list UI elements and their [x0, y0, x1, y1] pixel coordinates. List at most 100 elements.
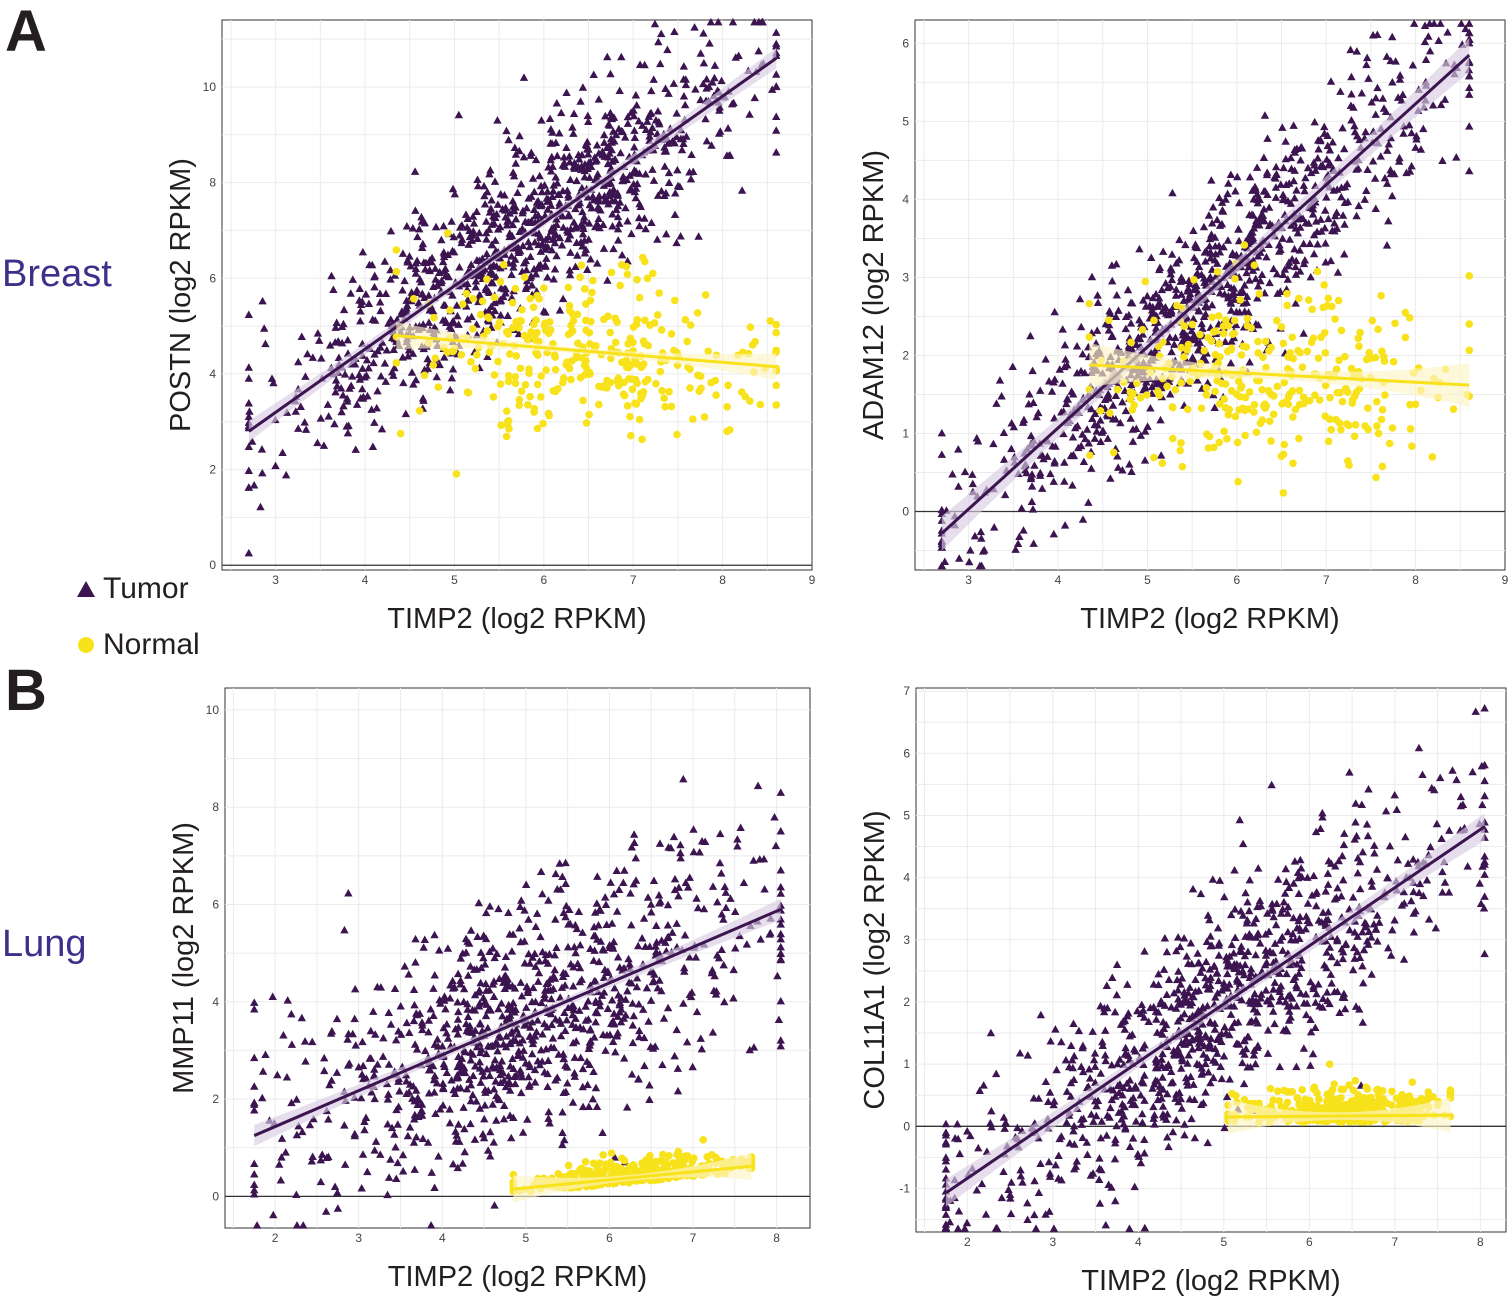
tumor-point: [583, 150, 593, 158]
normal-point: [509, 324, 517, 332]
tumor-point: [649, 176, 659, 184]
tumor-point: [403, 258, 412, 266]
tumor-point: [609, 127, 618, 135]
tumor-point: [577, 150, 587, 159]
tumor-point: [417, 217, 427, 225]
tumor-point: [653, 106, 663, 115]
tumor-point: [315, 336, 324, 344]
normal-point: [515, 401, 523, 410]
tumor-point: [673, 181, 683, 190]
tumor-point: [411, 375, 421, 384]
tumor-point: [508, 220, 518, 229]
tumor-point: [437, 278, 446, 287]
tumor-point: [524, 194, 533, 202]
normal-point: [586, 340, 594, 348]
tumor-point: [641, 224, 650, 233]
tumor-point: [362, 371, 371, 379]
tumor-point: [625, 186, 634, 194]
tumor-point: [531, 269, 541, 278]
tumor-point: [418, 289, 427, 298]
tumor-point: [329, 285, 338, 294]
tumor-point: [564, 234, 573, 243]
tumor-point: [421, 265, 430, 273]
tumor-point: [657, 29, 666, 38]
tumor-point: [599, 244, 609, 252]
tumor-point: [660, 162, 670, 170]
tumor-point: [441, 301, 450, 309]
tumor-point: [508, 202, 518, 210]
tumor-point: [534, 240, 543, 249]
normal-point: [638, 435, 646, 444]
tumor-point: [717, 76, 726, 85]
tumor-point: [438, 316, 448, 324]
tumor-point: [331, 387, 340, 396]
legend-label-tumor: Tumor: [103, 572, 189, 605]
tumor-point: [546, 139, 555, 147]
tumor-point: [522, 276, 532, 285]
tumor-point: [356, 393, 365, 402]
tumor-point: [313, 438, 322, 447]
tumor-point: [407, 288, 416, 296]
tumor-point: [630, 133, 640, 141]
normal-point: [485, 348, 494, 357]
tumor-point: [679, 62, 689, 70]
tumor-point: [571, 262, 580, 271]
tumor-point: [772, 112, 781, 121]
tumor-point: [583, 265, 592, 273]
tumor-point: [496, 190, 505, 198]
tumor-point: [530, 205, 539, 213]
tumor-point: [680, 100, 690, 109]
tumor-point: [346, 381, 356, 389]
tumor-point: [574, 155, 584, 163]
row-label-lung: Lung: [2, 923, 87, 965]
tumor-point: [537, 116, 546, 124]
tumor-point: [586, 162, 596, 170]
y-tick-label: 7: [903, 684, 910, 698]
tumor-point: [592, 155, 601, 164]
tumor-point: [493, 200, 503, 208]
tumor-point: [478, 266, 487, 275]
tumor-point: [641, 125, 651, 133]
normal-point: [580, 285, 589, 293]
tumor-point: [699, 58, 709, 67]
tumor-point: [336, 384, 346, 392]
tumor-point: [467, 312, 476, 321]
tumor-point: [653, 191, 663, 199]
tumor-point: [281, 470, 291, 479]
tumor-point: [568, 123, 577, 131]
tumor-point: [546, 201, 556, 209]
normal-point: [504, 371, 513, 380]
y-tick-label: 0: [903, 1119, 910, 1133]
tumor-point: [591, 222, 600, 231]
tumor-point: [471, 276, 481, 285]
tumor-point: [608, 209, 617, 218]
tumor-point: [608, 157, 617, 165]
tumor-point: [579, 224, 588, 232]
tumor-point: [484, 225, 494, 233]
normal-point: [652, 379, 660, 388]
normal-point: [516, 364, 525, 373]
tumor-point: [424, 291, 433, 299]
tumor-point: [551, 230, 560, 239]
tumor-point: [445, 385, 455, 394]
tumor-point: [244, 398, 254, 407]
tumor-point: [609, 244, 618, 253]
tumor-point: [681, 80, 691, 89]
tumor-point: [248, 437, 257, 445]
tumor-point: [509, 205, 519, 214]
tumor-point: [643, 117, 652, 125]
normal-point: [578, 354, 586, 362]
tumor-point: [696, 49, 705, 57]
tumor-point: [269, 378, 278, 387]
tumor-point: [483, 352, 492, 360]
tumor-point: [369, 272, 379, 281]
tumor-point: [380, 257, 390, 265]
tumor-point: [543, 273, 552, 281]
tumor-point: [772, 126, 781, 134]
tumor-point: [606, 108, 615, 117]
tumor-point: [244, 363, 254, 371]
tumor-point: [244, 374, 254, 382]
tumor-point: [291, 407, 300, 415]
tumor-point: [635, 199, 644, 208]
tumor-point: [589, 195, 599, 204]
